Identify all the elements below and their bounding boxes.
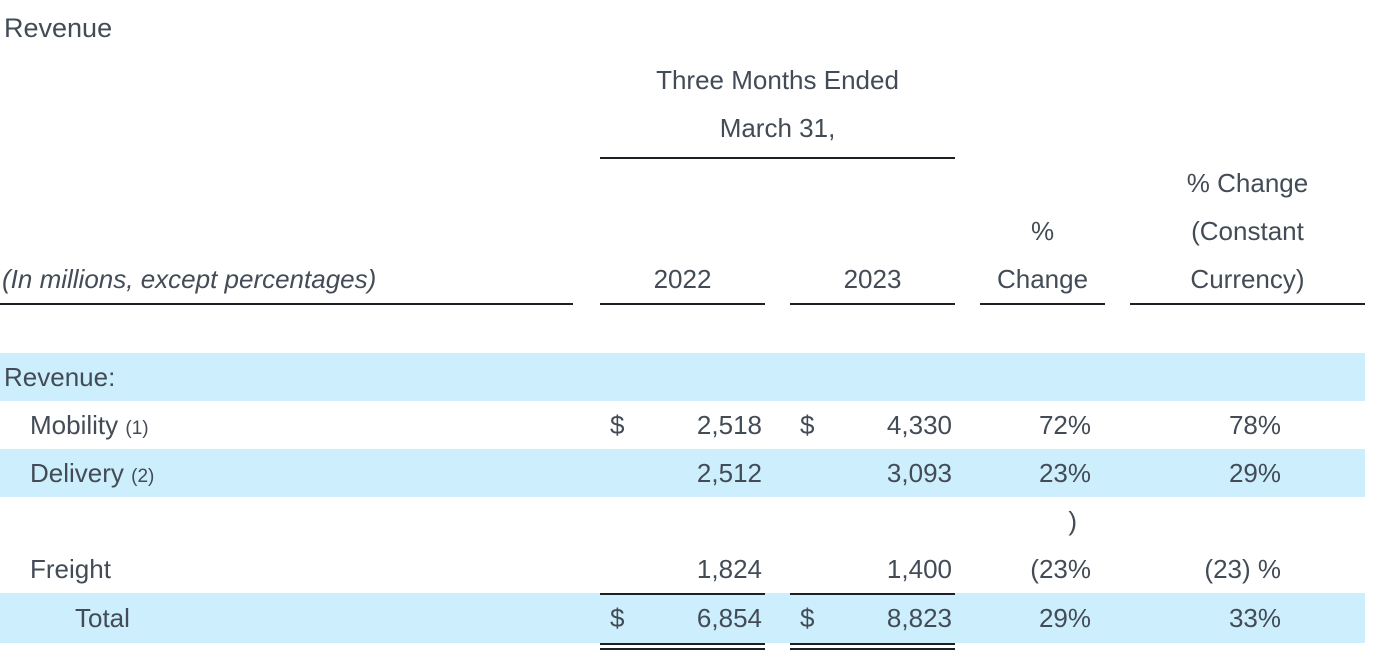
table-row-revenue-section: Revenue: — [0, 353, 1365, 401]
row-label: Freight — [30, 554, 111, 584]
row-label: Revenue: — [4, 362, 116, 392]
cell-pct-change: 72% — [1038, 410, 1091, 440]
amount-2022: 1,824 — [696, 554, 762, 584]
table-row-freight: Freight 1,824 1,400 (23% (23) % — [0, 545, 1365, 595]
revenue-financial-table-page: Revenue Three Months Ended March 31, (In… — [0, 10, 1386, 672]
cell-2023: 1,400 — [790, 545, 955, 595]
cell-pct-change-cc: (23) % — [1204, 554, 1281, 584]
double-rule-2022 — [600, 643, 765, 655]
row-label: Delivery (2) — [30, 458, 155, 488]
amount-2022: 6,854 — [696, 603, 762, 633]
currency-symbol: $ — [800, 410, 815, 440]
cell-2022: $ 2,518 — [600, 401, 765, 449]
page-title: Revenue — [4, 13, 113, 43]
footnote-ref: (2) — [131, 466, 155, 487]
column-header-pct-change: % Change — [980, 207, 1105, 305]
amount-2023: 3,093 — [886, 458, 952, 488]
period-header-line1: Three Months Ended — [656, 65, 899, 95]
cell-pct-change-cc: 33% — [1228, 603, 1281, 633]
currency-symbol: $ — [610, 410, 625, 440]
total-double-rule-row — [0, 643, 1365, 655]
cell-2022: 2,512 — [600, 449, 765, 497]
cell-2023: 3,093 — [790, 449, 955, 497]
table-caption: (In millions, except percentages) — [0, 255, 573, 305]
column-header-2022: 2022 — [600, 255, 765, 305]
cell-pct-change: 23% — [1038, 458, 1091, 488]
amount-2022: 2,512 — [696, 458, 762, 488]
double-rule-2023 — [790, 643, 955, 655]
cell-pct-change: (23% — [1030, 554, 1091, 584]
amount-2023: 1,400 — [886, 554, 952, 584]
row-label: Total — [75, 603, 130, 633]
table-row-mobility: Mobility (1) $ 2,518 $ 4,330 72% 78% — [0, 401, 1365, 449]
period-header-line2: March 31, — [719, 113, 836, 143]
orphan-close-paren: ) — [1068, 506, 1077, 536]
row-label: Mobility (1) — [30, 410, 149, 440]
cell-2023: $ 4,330 — [790, 401, 955, 449]
cell-pct-change-cc: 78% — [1228, 410, 1281, 440]
period-header: Three Months Ended March 31, — [600, 56, 955, 159]
currency-symbol: $ — [800, 603, 815, 633]
amount-2022: 2,518 — [696, 410, 762, 440]
table-row-total: Total $ 6,854 $ 8,823 29% 33% — [0, 593, 1365, 643]
cell-2023: $ 8,823 — [790, 593, 955, 643]
currency-symbol: $ — [610, 603, 625, 633]
cell-2022: $ 6,854 — [600, 593, 765, 643]
column-header-pct-change-constant-currency: % Change (Constant Currency) — [1130, 159, 1365, 305]
column-header-row: (In millions, except percentages) 2022 2… — [0, 159, 1365, 305]
amount-2023: 4,330 — [886, 410, 952, 440]
footnote-ref: (1) — [125, 418, 149, 439]
cell-2022: 1,824 — [600, 545, 765, 595]
period-header-row: Three Months Ended March 31, — [0, 56, 1365, 159]
cell-pct-change-cc: 29% — [1228, 458, 1281, 488]
table-row-delivery: Delivery (2) 2,512 3,093 23% 29% — [0, 449, 1365, 497]
cell-pct-change: 29% — [1038, 603, 1091, 633]
table-row-spacer: ) — [0, 497, 1365, 545]
amount-2023: 8,823 — [886, 603, 952, 633]
column-header-2023: 2023 — [790, 255, 955, 305]
header-body-gap — [0, 305, 1386, 353]
